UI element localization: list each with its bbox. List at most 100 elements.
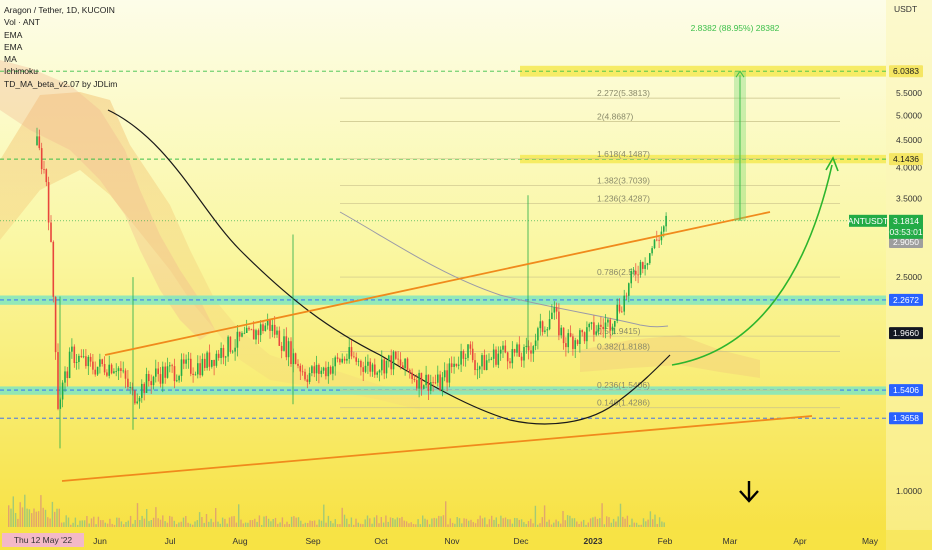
- candle-body: [313, 366, 316, 374]
- volume-bar: [261, 525, 263, 527]
- candle-body: [402, 365, 404, 368]
- price-axis[interactable]: USDT 5.5000 5.0000 4.5000 4.0000 3.5000 2.5000…: [848, 0, 932, 550]
- candle-body: [287, 341, 290, 358]
- candle-body: [229, 336, 232, 352]
- volume-bar: [649, 511, 652, 527]
- volume-bar: [302, 523, 304, 527]
- candle-body: [544, 330, 546, 332]
- volume-bar: [364, 519, 366, 527]
- candle-body: [411, 372, 413, 379]
- candle-body: [82, 356, 85, 358]
- fib-label: 0.786(2.5): [597, 267, 636, 277]
- volume-bar: [274, 517, 277, 527]
- indicator-ichimoku[interactable]: Ichimoku: [4, 66, 39, 77]
- volume-bar: [272, 519, 274, 527]
- candle-body: [108, 364, 110, 376]
- candle-body: [441, 377, 444, 391]
- time-axis[interactable]: Jun Jul Aug Sep Oct Nov Dec 2023 Feb Mar Apr May Thu…: [0, 530, 932, 550]
- volume-bar: [180, 521, 182, 527]
- drawings: 2.8382 (88.95%) 28382: [61, 23, 839, 503]
- candle-body: [285, 336, 288, 358]
- candle-body: [658, 239, 660, 241]
- candle-body: [145, 374, 148, 393]
- candle-body: [467, 344, 469, 358]
- price-label-bg: [889, 236, 923, 249]
- down-arrow-head: [739, 490, 759, 503]
- candle-body: [348, 347, 350, 359]
- volume-bar: [31, 513, 33, 527]
- candle-body: [663, 226, 665, 232]
- candle-body: [546, 329, 549, 331]
- candle-body: [94, 369, 96, 375]
- candle-body: [350, 347, 353, 357]
- volume-bar: [523, 522, 525, 527]
- time-tick: Mar: [723, 536, 738, 546]
- candle-body: [311, 366, 313, 374]
- candle-body: [576, 340, 579, 344]
- candle-body: [322, 367, 325, 371]
- indicator-ema-2[interactable]: EMA: [4, 41, 23, 52]
- price-tick: 5.0000: [896, 110, 922, 120]
- candle-body: [614, 320, 616, 327]
- candle-body: [315, 364, 318, 374]
- price-label-bg: [889, 293, 923, 306]
- volume-bar: [37, 511, 40, 527]
- price-tick: 2.5000: [896, 272, 922, 282]
- volume-bar: [189, 523, 192, 527]
- candle-body: [38, 136, 41, 149]
- volume-bar: [369, 518, 371, 527]
- candle-body: [122, 370, 124, 372]
- volume-bar: [353, 524, 355, 527]
- volume-bar: [587, 522, 589, 527]
- volume-bar: [548, 519, 550, 527]
- price-label: 1.5406: [893, 385, 919, 395]
- countdown: 03:53:01: [889, 227, 922, 237]
- volume-bar: [185, 516, 187, 527]
- volume-bar: [417, 519, 419, 527]
- candle-body: [124, 370, 127, 379]
- candle-body: [166, 366, 169, 378]
- candle-body: [495, 349, 497, 365]
- indicator-volume[interactable]: Vol · ANT: [4, 17, 40, 28]
- symbol-title[interactable]: Aragon / Tether, 1D, KUCOIN: [4, 5, 115, 15]
- volume-bar: [148, 521, 150, 527]
- volume-bar: [477, 519, 479, 527]
- indicator-td-ma[interactable]: TD_MA_beta_v2.07 by JDLim: [4, 78, 118, 89]
- volume-bar: [311, 521, 313, 527]
- candle-body: [506, 352, 509, 362]
- candle-body: [120, 368, 122, 371]
- measure-label: 2.8382 (88.95%) 28382: [691, 23, 780, 33]
- volume-bar: [327, 515, 330, 527]
- candle-body: [416, 380, 418, 389]
- volume-bar: [451, 522, 454, 527]
- candle-body: [464, 357, 467, 359]
- volume-bar: [118, 517, 120, 527]
- indicator-ma[interactable]: MA: [4, 54, 17, 65]
- candle-body: [206, 352, 208, 368]
- volume-bar: [152, 517, 155, 527]
- volume-bar: [511, 523, 514, 527]
- volume-bar: [456, 517, 458, 527]
- volume-bar: [633, 522, 635, 527]
- indicator-ema-1[interactable]: EMA: [4, 29, 23, 40]
- candle-body: [460, 351, 462, 365]
- volume-bar: [566, 515, 569, 527]
- volume-bar: [350, 517, 353, 527]
- volume-bar: [297, 517, 300, 527]
- volume-bar: [585, 524, 587, 527]
- ichimoku-cloud: [0, 60, 760, 410]
- volume-bar: [104, 522, 106, 527]
- price-label-bg: [889, 412, 923, 425]
- volume-bar: [619, 503, 622, 527]
- volume-bar: [573, 518, 576, 527]
- volume-bar: [242, 523, 244, 527]
- candle-body: [597, 324, 600, 332]
- volume-bar: [12, 496, 14, 527]
- fib-label: 0.382(1.8188): [597, 341, 650, 351]
- candle-body: [478, 366, 481, 370]
- volume-bar: [65, 515, 67, 527]
- volume-bar: [346, 518, 348, 527]
- volume-bar: [320, 520, 323, 527]
- candle-body: [523, 347, 525, 361]
